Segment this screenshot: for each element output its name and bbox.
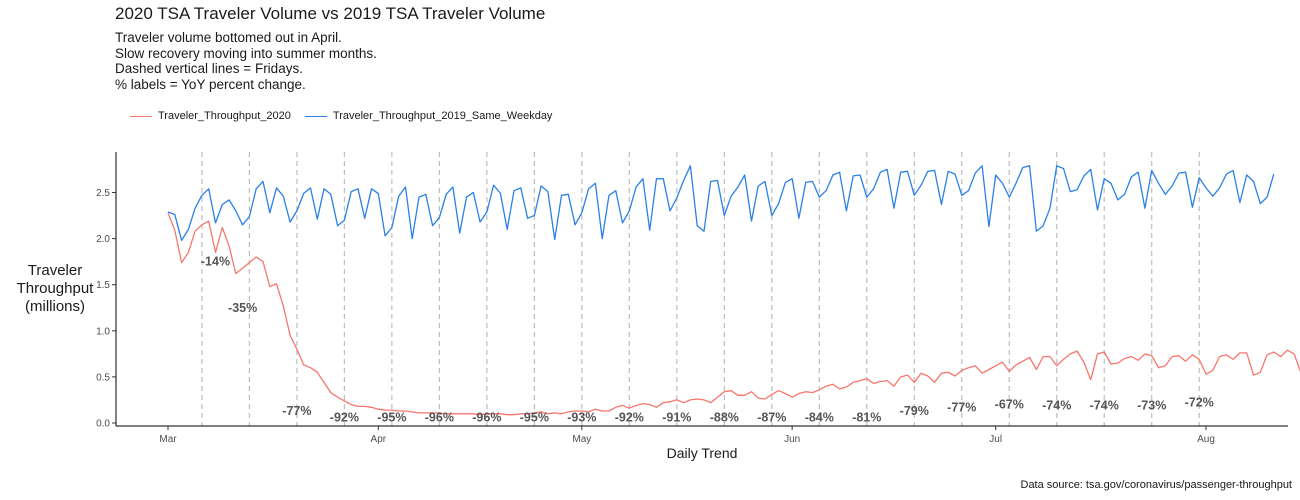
chart-title: 2020 TSA Traveler Volume vs 2019 TSA Tra… (115, 4, 546, 23)
yoy-percent-label: -73% (1137, 398, 1166, 412)
yoy-percent-label: -96% (425, 410, 454, 424)
x-tick-label: Apr (371, 434, 387, 445)
y-axis-label-line: (millions) (25, 298, 85, 315)
subtitle-line: % labels = YoY percent change. (115, 76, 306, 92)
legend-swatch-2019 (304, 115, 327, 117)
data-source-caption: Data source: tsa.gov/coronavirus/passeng… (1020, 479, 1293, 491)
yoy-percent-label: -93% (567, 410, 596, 424)
yoy-percent-label: -77% (282, 404, 311, 418)
chart-legend: Traveler_Throughput_2020 Traveler_Throug… (130, 110, 552, 122)
y-tick-label: 1.5 (96, 280, 110, 291)
yoy-percent-label: -81% (852, 410, 881, 424)
legend-item-2019: Traveler_Throughput_2019_Same_Weekday (304, 110, 553, 122)
chart-subtitle: Traveler volume bottomed out in April. S… (115, 30, 377, 92)
yoy-percent-label: -92% (615, 410, 644, 424)
y-axis-label-line: Traveler (27, 262, 83, 279)
yoy-percent-label: -77% (947, 400, 976, 414)
legend-item-2020: Traveler_Throughput_2020 (130, 110, 291, 122)
yoy-percent-label: -95% (520, 410, 549, 424)
y-tick-label: 2.0 (96, 234, 110, 245)
yoy-percent-label: -88% (710, 410, 739, 424)
y-axis-label: Traveler Throughput (millions) (0, 262, 110, 316)
yoy-percent-label: -79% (900, 404, 929, 418)
y-tick-label: 0.5 (96, 372, 110, 383)
yoy-percent-label: -87% (757, 410, 786, 424)
x-tick-label: Aug (1197, 434, 1215, 445)
subtitle-line: Dashed vertical lines = Fridays. (115, 61, 303, 76)
yoy-percent-label: -72% (1185, 396, 1214, 410)
subtitle-line: Traveler volume bottomed out in April. (115, 30, 342, 45)
y-tick-label: 2.5 (96, 188, 110, 199)
subtitle-line: Slow recovery moving into summer months. (115, 45, 377, 61)
y-tick-label: 0.0 (96, 419, 110, 430)
series-line-2019 (167, 165, 1275, 242)
legend-label-2019: Traveler_Throughput_2019_Same_Weekday (332, 110, 553, 122)
yoy-percent-label: -84% (805, 410, 834, 424)
yoy-percent-label: -14% (201, 255, 230, 269)
yoy-percent-label: -92% (330, 410, 359, 424)
yoy-percent-label: -95% (377, 410, 406, 424)
x-tick-label: Jul (989, 434, 1002, 445)
x-axis-label: Daily Trend (666, 445, 738, 461)
yoy-percent-label: -74% (1090, 398, 1119, 412)
y-axis-label-line: Throughput (16, 280, 94, 297)
yoy-percent-label: -35% (228, 301, 257, 315)
yoy-percent-label: -74% (1042, 398, 1071, 412)
x-tick-label: Jun (784, 434, 800, 445)
legend-swatch-2020 (130, 115, 152, 117)
y-tick-label: 1.0 (96, 326, 110, 337)
series-line-2020 (167, 212, 1300, 416)
x-tick-label: Mar (159, 434, 177, 445)
yoy-percent-label: -67% (995, 398, 1024, 412)
legend-label-2020: Traveler_Throughput_2020 (158, 110, 291, 122)
x-tick-label: May (572, 434, 591, 445)
yoy-percent-label: -96% (472, 410, 501, 424)
yoy-percent-label: -91% (662, 410, 691, 424)
